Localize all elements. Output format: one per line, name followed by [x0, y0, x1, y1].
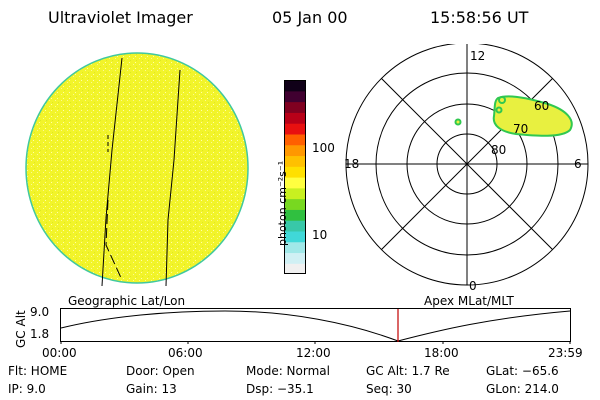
info-glat: GLat: −65.6: [486, 364, 559, 378]
colorbar-swatch: [284, 112, 306, 124]
mlat-label-80: 80: [491, 143, 506, 157]
aurora-spot: [454, 118, 462, 126]
info-door: Door: Open: [126, 364, 195, 378]
time-tick-0000: 00:00: [42, 346, 77, 360]
colorbar-swatch: [284, 123, 306, 135]
colorbar-swatch: [284, 133, 306, 146]
aurora-region: [492, 95, 573, 137]
colorbar-label: photon cm⁻²s⁻¹: [276, 160, 289, 246]
info-glon: GLon: 214.0: [486, 382, 559, 396]
info-gc-alt: GC Alt: 1.7 Re: [366, 364, 450, 378]
colorbar-swatch: [284, 198, 306, 210]
disc-edge: [25, 52, 249, 284]
info-mode: Mode: Normal: [246, 364, 330, 378]
polar-plot: 12 18 6 0 60 70 80: [344, 44, 589, 293]
colorbar-swatch: [284, 220, 306, 232]
apex-label: Apex MLat/MLT: [424, 294, 514, 308]
longitude-line: [101, 57, 123, 287]
strip-frame: [60, 308, 571, 342]
colorbar-swatch: [284, 187, 306, 200]
info-ip: IP: 9.0: [8, 382, 46, 396]
mlt-label-6: 6: [574, 157, 582, 171]
time-tick-1200: 12:00: [296, 346, 331, 360]
orbit-altitude-strip: [60, 308, 571, 344]
aurora-spot: [495, 106, 503, 114]
geographic-image-panel: [25, 52, 249, 287]
aurora-spot: [498, 96, 506, 104]
geographic-label: Geographic Lat/Lon: [68, 294, 186, 308]
colorbar-swatch: [284, 177, 306, 189]
altitude-curve: [60, 310, 571, 342]
colorbar-swatch: [284, 263, 306, 274]
time-tick-2359: 23:59: [548, 346, 583, 360]
info-flight: Flt: HOME: [8, 364, 68, 378]
colorbar-swatch: [284, 144, 306, 157]
colorbar-swatch: [284, 90, 306, 103]
earth-disc: [26, 53, 248, 283]
gc-alt-tick-high: 9.0: [30, 305, 50, 319]
time-tick-1800: 18:00: [424, 346, 459, 360]
latitude-line: [105, 199, 123, 281]
colorbar-swatch: [284, 230, 306, 243]
instrument-title: Ultraviolet Imager: [48, 8, 193, 27]
gc-alt-axis-label: GC Alt: [14, 310, 28, 348]
colorbar-swatch: [284, 155, 306, 167]
colorbar-swatch: [284, 209, 306, 221]
longitude-line: [165, 69, 181, 287]
mlt-label-18: 18: [344, 157, 359, 171]
time-tick-0600: 06:00: [168, 346, 203, 360]
colorbar-tick-10: 10: [312, 228, 328, 242]
mlat-label-70: 70: [513, 122, 528, 136]
colorbar: [284, 80, 306, 274]
gc-alt-tick-low: 1.8: [30, 327, 50, 341]
colorbar-swatch: [284, 80, 306, 92]
mlt-label-12: 12: [470, 49, 485, 63]
mlat-label-60: 60: [534, 99, 549, 113]
info-dsp: Dsp: −35.1: [246, 382, 314, 396]
image-date: 05 Jan 00: [272, 8, 348, 27]
mlt-label-0: 0: [469, 279, 477, 293]
info-gain: Gain: 13: [126, 382, 177, 396]
colorbar-swatch: [284, 252, 306, 264]
colorbar-tick-100: 100: [312, 141, 335, 155]
image-time: 15:58:56 UT: [430, 8, 529, 27]
colorbar-frame: [284, 80, 306, 274]
colorbar-swatch: [284, 241, 306, 254]
colorbar-swatch: [284, 166, 306, 178]
info-seq: Seq: 30: [366, 382, 412, 396]
colorbar-swatch: [284, 101, 306, 113]
